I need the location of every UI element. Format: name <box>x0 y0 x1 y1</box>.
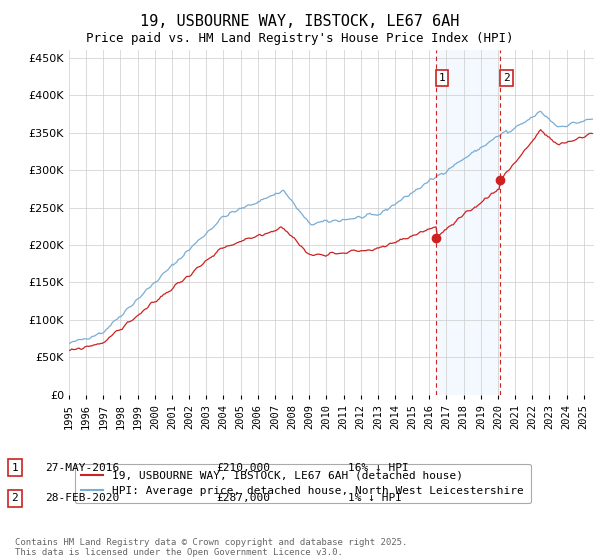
Bar <box>436 50 500 395</box>
Legend: 19, USBOURNE WAY, IBSTOCK, LE67 6AH (detached house), HPI: Average price, detach: 19, USBOURNE WAY, IBSTOCK, LE67 6AH (det… <box>74 464 531 503</box>
Text: 2: 2 <box>503 73 510 83</box>
Text: £287,000: £287,000 <box>216 493 270 503</box>
Text: 16% ↓ HPI: 16% ↓ HPI <box>348 463 409 473</box>
Text: 1: 1 <box>11 463 19 473</box>
Text: 2: 2 <box>11 493 19 503</box>
Text: 28-FEB-2020: 28-FEB-2020 <box>45 493 119 503</box>
Text: 1% ↓ HPI: 1% ↓ HPI <box>348 493 402 503</box>
Text: 27-MAY-2016: 27-MAY-2016 <box>45 463 119 473</box>
Text: 1: 1 <box>439 73 445 83</box>
Text: Contains HM Land Registry data © Crown copyright and database right 2025.
This d: Contains HM Land Registry data © Crown c… <box>15 538 407 557</box>
Text: Price paid vs. HM Land Registry's House Price Index (HPI): Price paid vs. HM Land Registry's House … <box>86 32 514 45</box>
Text: £210,000: £210,000 <box>216 463 270 473</box>
Text: 19, USBOURNE WAY, IBSTOCK, LE67 6AH: 19, USBOURNE WAY, IBSTOCK, LE67 6AH <box>140 14 460 29</box>
